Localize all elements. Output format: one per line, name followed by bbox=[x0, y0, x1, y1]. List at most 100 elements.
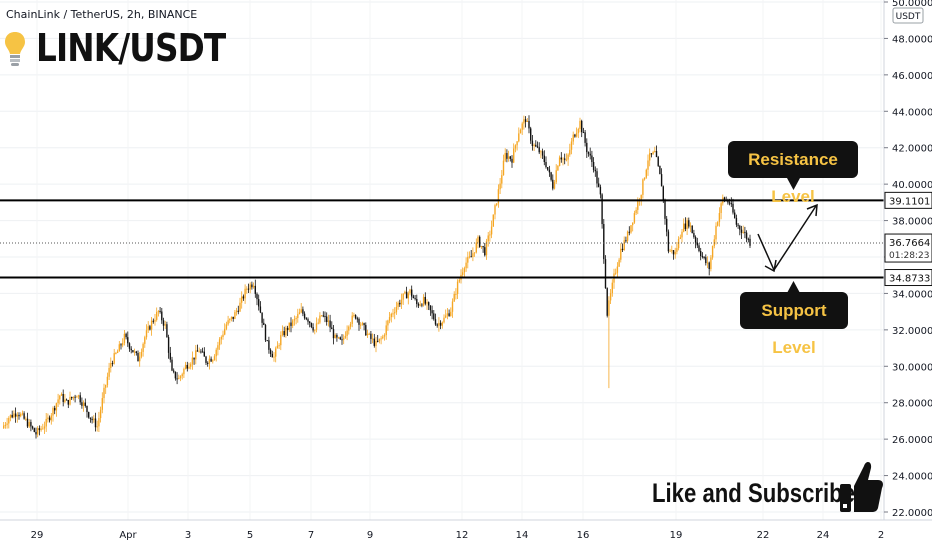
candle bbox=[720, 201, 722, 220]
time-tick-label: 19 bbox=[670, 530, 683, 541]
candle-body bbox=[490, 226, 493, 235]
candle-body bbox=[152, 320, 154, 322]
candle bbox=[496, 203, 498, 207]
candle-body bbox=[293, 319, 296, 321]
candle bbox=[623, 236, 625, 251]
candle bbox=[667, 229, 670, 254]
candle bbox=[65, 398, 68, 401]
candle bbox=[13, 410, 15, 419]
candle-body bbox=[145, 330, 148, 338]
candle-body bbox=[645, 169, 647, 178]
candle-body bbox=[489, 234, 491, 236]
candle-body bbox=[516, 141, 518, 146]
price-axis[interactable]: 50.0000 48.0000 46.0000 44.0000 42.0000 40.00… bbox=[883, 0, 932, 550]
candle bbox=[210, 356, 212, 362]
candle bbox=[645, 168, 647, 179]
candle-body bbox=[72, 396, 75, 399]
candle bbox=[156, 307, 158, 322]
candle-body bbox=[193, 357, 195, 360]
candle-body bbox=[541, 151, 544, 156]
candle-body bbox=[150, 320, 153, 330]
candle bbox=[475, 238, 477, 254]
candle bbox=[147, 321, 149, 333]
candle bbox=[343, 334, 345, 345]
candle bbox=[666, 215, 668, 237]
candle-body bbox=[81, 402, 83, 406]
candle-body bbox=[271, 353, 273, 358]
candle bbox=[671, 245, 673, 254]
candle bbox=[48, 415, 51, 423]
candle bbox=[550, 171, 552, 182]
candle bbox=[99, 406, 102, 423]
candle bbox=[103, 383, 105, 404]
candle-body bbox=[388, 317, 391, 321]
candle-body bbox=[621, 248, 624, 250]
candle-body bbox=[54, 408, 56, 411]
candle-body bbox=[399, 302, 401, 305]
candle-body bbox=[166, 324, 168, 338]
candle-body bbox=[116, 351, 119, 353]
candle-body bbox=[94, 418, 97, 428]
candle bbox=[472, 247, 474, 262]
candle bbox=[246, 286, 248, 294]
candle-body bbox=[358, 318, 360, 325]
candle bbox=[317, 318, 319, 325]
candle-body bbox=[708, 262, 710, 270]
candle bbox=[686, 217, 688, 236]
candle-body bbox=[161, 311, 163, 321]
candle bbox=[693, 229, 695, 239]
candle bbox=[439, 320, 442, 330]
candle-body bbox=[502, 160, 505, 176]
candle bbox=[356, 316, 358, 323]
candle bbox=[575, 127, 578, 138]
candle-body bbox=[327, 320, 330, 322]
candle-body bbox=[220, 336, 222, 340]
candle-body bbox=[671, 250, 673, 252]
candle bbox=[388, 311, 391, 324]
candle bbox=[511, 155, 513, 168]
chart-source-label: ChainLink / TetherUS, 2h, BINANCE bbox=[6, 8, 198, 21]
candle-body bbox=[101, 398, 103, 410]
time-axis[interactable]: 29 Apr 3 5 7 9 12 14 16 19 22 24 2 bbox=[0, 519, 932, 541]
candle bbox=[718, 207, 721, 227]
candle bbox=[502, 154, 505, 176]
candle bbox=[64, 394, 66, 404]
candle bbox=[443, 314, 445, 324]
candle-body bbox=[319, 315, 321, 323]
candle bbox=[23, 411, 25, 420]
candle bbox=[324, 311, 326, 323]
candle bbox=[370, 331, 372, 344]
candle bbox=[344, 331, 347, 339]
candle bbox=[14, 407, 17, 423]
candle bbox=[533, 143, 535, 151]
candle bbox=[271, 350, 273, 358]
candle-body bbox=[142, 343, 144, 352]
candle bbox=[69, 391, 71, 406]
candle-body bbox=[67, 400, 69, 405]
candle bbox=[577, 127, 579, 139]
candle bbox=[261, 312, 263, 328]
candle-body bbox=[711, 246, 714, 258]
candle-body bbox=[422, 296, 425, 306]
candle bbox=[28, 419, 30, 429]
candle bbox=[684, 217, 687, 232]
candle-body bbox=[103, 387, 105, 399]
candle-body bbox=[446, 313, 449, 316]
candle bbox=[251, 281, 253, 290]
candle bbox=[178, 374, 180, 380]
candle-body bbox=[13, 413, 15, 418]
candle-body bbox=[625, 240, 627, 242]
candle bbox=[84, 398, 86, 408]
candle bbox=[519, 128, 522, 134]
candle bbox=[11, 410, 13, 419]
candle-body bbox=[280, 335, 282, 346]
candle-body bbox=[475, 242, 477, 253]
candle bbox=[200, 349, 202, 354]
candle bbox=[81, 397, 83, 409]
candle bbox=[217, 341, 219, 356]
candle-body bbox=[99, 409, 102, 419]
candle bbox=[312, 323, 314, 333]
candle bbox=[232, 316, 234, 322]
candle bbox=[479, 235, 481, 248]
